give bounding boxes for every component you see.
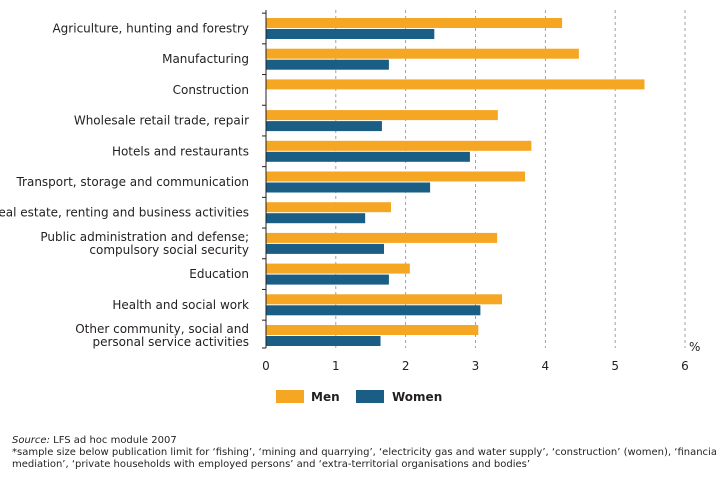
category-label: Agriculture, hunting and forestry [52,22,249,36]
legend-swatch-women [356,390,384,403]
x-tick-label: 0 [262,359,270,373]
category-label: Wholesale retail trade, repair [74,114,249,128]
legend-label-women: Women [392,390,442,404]
category-label: Manufacturing [162,52,249,66]
category-label-line: Hotels and restaurants [112,144,249,158]
source-label: Source: [12,435,50,446]
x-tick-label: 1 [332,359,340,373]
category-label-line: Real estate, renting and business activi… [0,206,249,220]
category-label-line: compulsory social security [89,243,249,257]
category-label: Construction [173,83,249,97]
footnotes: Source: LFS ad hoc module 2007 *sample s… [12,435,716,471]
unit-label: % [689,340,700,354]
bar-women-1 [266,59,389,70]
category-label-line: Other community, social and [75,322,249,336]
x-tick-label: 5 [611,359,619,373]
note-line-2: mediation’, ‘private households with emp… [12,459,531,470]
note-line-1: *sample size below publication limit for… [12,447,716,458]
category-labels: Agriculture, hunting and forestry Manufac… [0,12,266,349]
category-label: Health and social work [112,298,249,312]
bar-women-6 [266,213,366,224]
bar-men-4 [266,140,532,151]
bar-women-0 [266,29,435,39]
category-label-line: Construction [173,83,249,97]
bar-men-5 [266,171,526,182]
bar-men-0 [266,18,563,28]
bar-men-7 [266,232,498,243]
source-text: LFS ad hoc module 2007 [49,435,177,446]
bar-men-1 [266,48,579,59]
bar-chart: Agriculture, hunting and forestry Manufac… [0,10,700,404]
x-tick-label: 4 [542,359,550,373]
category-label-line: Transport, storage and communication [15,175,249,189]
bar-men-6 [266,202,392,213]
category-label-line: Public administration and defense; [40,230,249,244]
bar-women-8 [266,274,389,285]
bar-men-9 [266,294,503,305]
source-line: Source: LFS ad hoc module 2007 [12,435,712,447]
bar-women-9 [266,305,481,316]
category-label: Hotels and restaurants [112,144,249,158]
category-label-line: Health and social work [112,298,249,312]
category-label-line: Manufacturing [162,52,249,66]
bar-women-10 [266,336,381,346]
category-label-line: personal service activities [92,335,249,349]
x-axis-ticks: 0 1 2 3 4 5 6 [262,359,689,373]
category-label: Real estate, renting and business activi… [0,206,249,220]
bar-women-4 [266,151,470,162]
x-tick-label: 2 [402,359,410,373]
category-label-line: Agriculture, hunting and forestry [52,22,249,36]
category-label: Education [189,267,249,281]
x-tick-label: 6 [681,359,689,373]
bar-men-8 [266,263,410,274]
bar-women-5 [266,182,431,193]
bars-group [266,18,645,346]
legend-swatch-men [276,390,304,403]
category-label-line: Wholesale retail trade, repair [74,114,249,128]
legend: Men Women [276,390,442,404]
bar-men-3 [266,110,498,121]
category-label: Transport, storage and communication [15,175,249,189]
legend-label-men: Men [311,390,340,404]
category-label: Other community, social and personal serv… [75,322,249,349]
category-label: Public administration and defense; compul… [40,230,249,257]
x-tick-label: 3 [472,359,480,373]
bar-women-3 [266,121,382,132]
bar-men-2 [266,79,645,90]
bar-women-7 [266,243,385,254]
bar-men-10 [266,325,479,335]
category-label-line: Education [189,267,249,281]
